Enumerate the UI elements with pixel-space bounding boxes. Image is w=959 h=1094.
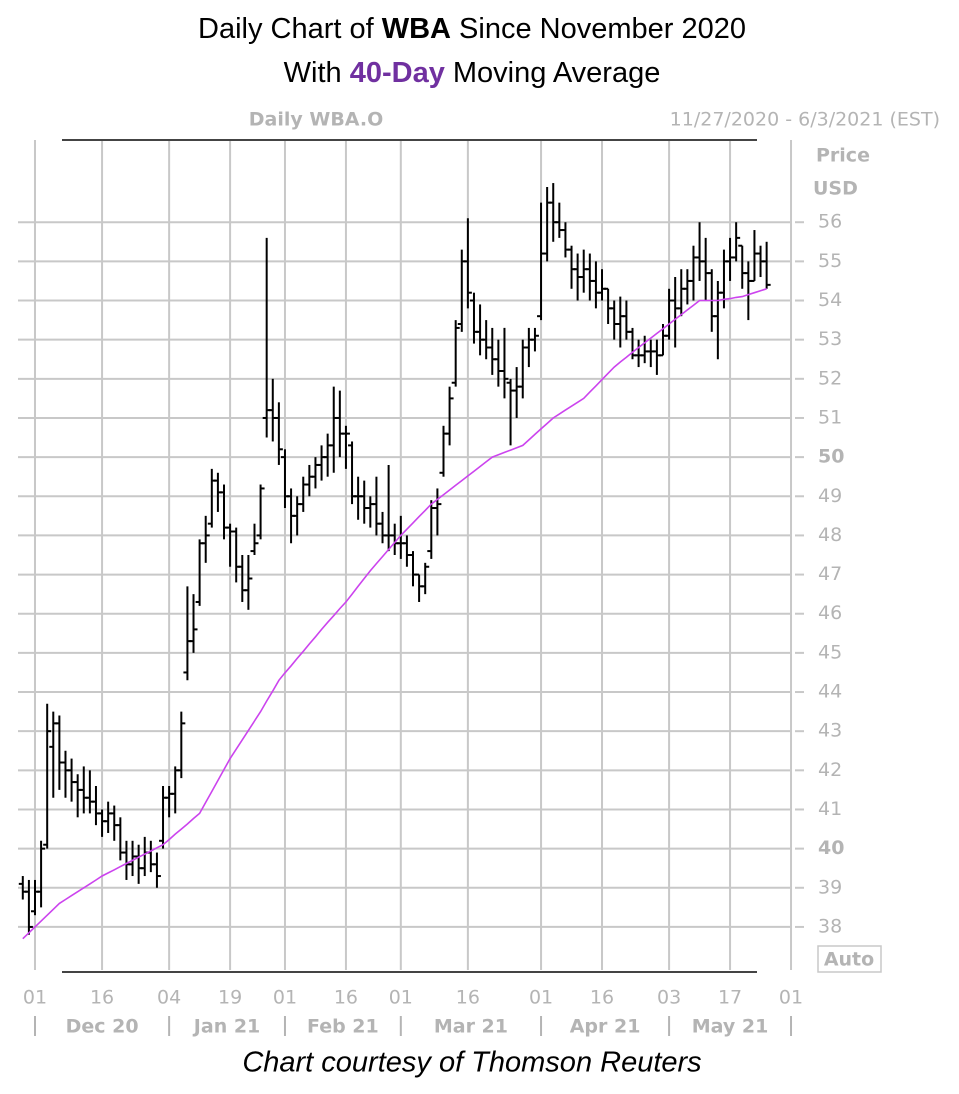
month-label: Mar 21 — [434, 1016, 508, 1038]
y-axis-label: Price — [816, 145, 870, 167]
subtitle-part: With — [284, 57, 350, 89]
title-symbol: WBA — [382, 13, 451, 45]
y-tick-label: 56 — [818, 211, 842, 233]
chart-title: Daily Chart of WBA Since November 2020 — [198, 13, 746, 45]
x-tick-label: 16 — [334, 987, 358, 1009]
title-part: Since November 2020 — [451, 13, 746, 45]
x-tick-label: 01 — [23, 987, 47, 1009]
grid — [18, 140, 804, 970]
y-tick-label: 38 — [818, 915, 842, 937]
y-tick-label: 50 — [818, 446, 844, 468]
subtitle-part: Moving Average — [445, 57, 661, 89]
x-tick-label: 04 — [157, 987, 181, 1009]
x-tick-label: 16 — [90, 987, 114, 1009]
x-tick-label: 19 — [218, 987, 242, 1009]
month-label: Apr 21 — [570, 1016, 641, 1038]
scale-label: Auto — [824, 949, 874, 971]
month-label: Jan 21 — [192, 1016, 260, 1038]
x-tick-label: 17 — [718, 987, 742, 1009]
x-tick-label: 01 — [389, 987, 413, 1009]
y-tick-label: 44 — [818, 681, 842, 703]
month-label: Feb 21 — [307, 1016, 379, 1038]
y-tick-label: 51 — [818, 406, 842, 428]
y-tick-label: 52 — [818, 367, 842, 389]
y-tick-label: 47 — [818, 563, 842, 585]
y-tick-label: 53 — [818, 328, 842, 350]
moving-average — [22, 288, 767, 940]
chart-subtitle: With 40-Day Moving Average — [284, 57, 661, 89]
scale-box — [817, 945, 882, 973]
y-tick-label: 42 — [818, 759, 842, 781]
x-tick-label: 01 — [273, 987, 297, 1009]
month-label: May 21 — [692, 1016, 769, 1038]
y-tick-label: 49 — [818, 485, 842, 507]
y-tick-label: 40 — [818, 837, 844, 859]
y-tick-label: 54 — [818, 289, 842, 311]
y-tick-label: 43 — [818, 720, 842, 742]
title-part: Daily Chart of — [198, 13, 382, 45]
y-tick-label: 46 — [818, 602, 842, 624]
month-label: Dec 20 — [66, 1016, 139, 1038]
x-tick-label: 16 — [456, 987, 480, 1009]
symbol-label: Daily WBA.O — [249, 109, 383, 131]
x-tick-label: 01 — [779, 987, 803, 1009]
y-tick-label: 48 — [818, 524, 842, 546]
range-label: 11/27/2020 - 6/3/2021 (EST) — [670, 109, 940, 131]
y-tick-label: 39 — [818, 876, 842, 898]
y-axis-label: USD — [813, 178, 858, 200]
y-tick-label: 45 — [818, 641, 842, 663]
plot — [18, 183, 771, 940]
subtitle-highlight: 40-Day — [350, 57, 445, 89]
footer: Chart courtesy of Thomson Reuters — [242, 1047, 701, 1079]
y-tick-label: 55 — [818, 250, 842, 272]
y-tick-label: 41 — [818, 798, 842, 820]
x-tick-label: 03 — [657, 987, 681, 1009]
x-tick-label: 01 — [529, 987, 553, 1009]
x-tick-label: 16 — [590, 987, 614, 1009]
